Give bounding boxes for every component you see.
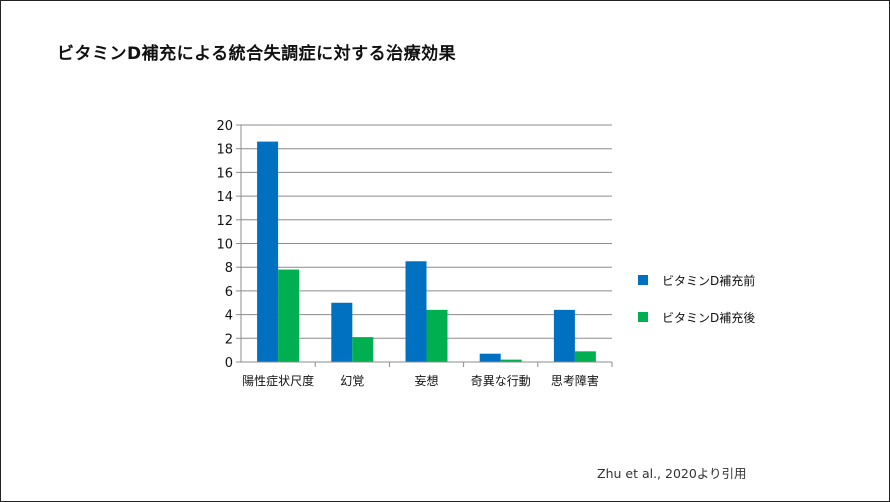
x-axis-labels: 陽性症状尺度 幻覚 妄想 奇異な行動 思考障害 <box>242 373 599 388</box>
y-axis-ticks: 0 2 4 6 8 10 12 14 16 18 20 <box>216 119 241 371</box>
bar <box>331 302 353 362</box>
y-tick-label: 18 <box>216 143 233 158</box>
legend-swatch <box>638 275 648 285</box>
x-tick-label: 思考障害 <box>551 373 599 388</box>
x-tick-label: 幻覚 <box>340 374 364 388</box>
bars <box>257 141 596 362</box>
y-tick-label: 6 <box>225 285 233 300</box>
x-tick-label: 奇異な行動 <box>471 374 531 388</box>
bar <box>500 359 522 362</box>
bar <box>257 141 279 362</box>
y-tick-label: 10 <box>216 238 233 253</box>
axes <box>240 125 613 367</box>
bar <box>553 309 575 362</box>
bar <box>352 337 374 362</box>
y-tick-label: 0 <box>225 356 233 371</box>
legend-label: ビタミンD補充前 <box>662 273 755 288</box>
chart-title: ビタミンD補充による統合失調症に対する治療効果 <box>57 44 457 64</box>
bar <box>426 309 448 362</box>
y-tick-label: 16 <box>216 166 233 181</box>
legend-label: ビタミンD補充後 <box>662 310 755 325</box>
y-tick-label: 2 <box>225 332 233 347</box>
bar <box>278 269 300 362</box>
y-tick-label: 8 <box>225 261 233 276</box>
bar <box>574 351 596 362</box>
x-tick-label: 妄想 <box>414 373 438 388</box>
x-tick-label: 陽性症状尺度 <box>242 373 314 388</box>
bar <box>405 261 427 362</box>
bar <box>479 353 501 362</box>
y-tick-label: 4 <box>225 309 233 324</box>
legend-swatch <box>638 312 648 322</box>
y-tick-label: 20 <box>216 119 233 134</box>
y-tick-label: 14 <box>216 190 233 205</box>
y-tick-label: 12 <box>216 214 233 229</box>
citation: Zhu et al., 2020より引用 <box>597 466 747 481</box>
